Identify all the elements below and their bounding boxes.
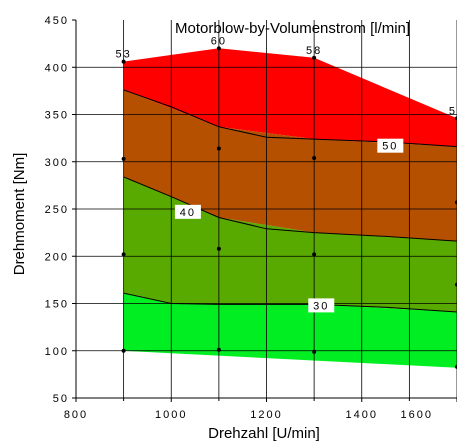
measurement-point-10: [312, 155, 317, 160]
area-bands: [123, 48, 457, 368]
contour-label-40: 40: [180, 207, 196, 219]
point-label-52: 52: [449, 105, 457, 117]
point-label-60: 60: [211, 35, 227, 47]
x-tick-label-1600: 1600: [401, 409, 433, 421]
contour-label-box-50: [377, 138, 404, 153]
measurement-point-11: [312, 252, 317, 257]
measurement-point-5: [121, 252, 126, 257]
measurement-point-4: [121, 156, 126, 161]
x-axis-label: Drehzahl [U/min]: [208, 425, 320, 441]
x-tick-label-1000: 1000: [155, 409, 187, 421]
y-tick-label-50: 50: [53, 393, 69, 405]
measurement-point-7: [216, 146, 221, 151]
x-tick-label-800: 800: [64, 409, 88, 421]
contour-label-30: 30: [313, 300, 329, 312]
contour-line-40: [123, 176, 457, 242]
x-tick-label-1200: 1200: [250, 409, 282, 421]
measurement-point-6: [121, 348, 126, 353]
y-tick-label-300: 300: [45, 157, 69, 169]
axes: 50 100 150 200 250 300 350 400 450 800 1000 1200 140…: [45, 15, 457, 421]
y-tick-label-450: 450: [45, 15, 69, 27]
contour-label-50: 50: [382, 141, 398, 153]
measurement-point-12: [312, 349, 317, 354]
y-tick-label-100: 100: [45, 346, 69, 358]
y-tick-label-250: 250: [45, 204, 69, 216]
contour-label-box-30: [308, 298, 335, 313]
y-tick-label-350: 350: [45, 110, 69, 122]
point-label-53: 53: [116, 49, 132, 61]
area-band-2: [123, 176, 457, 312]
measurement-point-1: [216, 46, 221, 51]
area-band-3: [123, 293, 457, 368]
contour-labels: 50 40 30: [174, 138, 404, 313]
y-tick-label-150: 150: [45, 299, 69, 311]
measurement-point-2: [312, 55, 317, 60]
grid-lines: [76, 20, 457, 398]
point-label-58: 58: [306, 45, 322, 57]
y-axis-label: Drehmoment [Nm]: [11, 153, 28, 276]
contour-label-box-40: [174, 204, 201, 219]
chart-title: Motorblow-by-Volumenstrom [l/min]: [175, 20, 410, 37]
measurement-point-0: [121, 59, 126, 64]
contour-line-30: [123, 292, 457, 313]
measurement-point-8: [216, 246, 221, 251]
y-tick-label-200: 200: [45, 251, 69, 263]
y-tick-label-400: 400: [45, 62, 69, 74]
measurement-point-9: [216, 347, 221, 352]
area-band-1: [123, 89, 457, 242]
measurement-points: 53 60 58 52: [116, 35, 457, 369]
x-tick-label-1400: 1400: [346, 409, 378, 421]
